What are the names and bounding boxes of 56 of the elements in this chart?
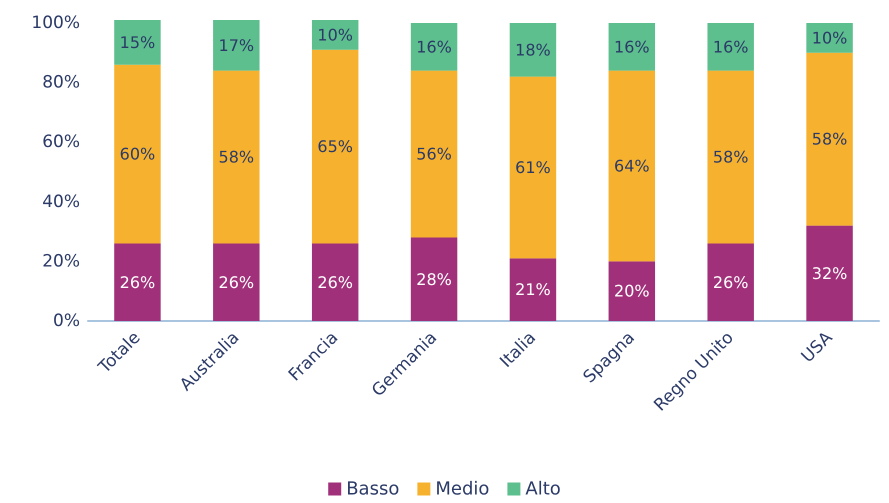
y-tick-label: 0% — [53, 311, 80, 331]
bar — [707, 70, 754, 244]
legend-label: Basso — [346, 478, 400, 500]
data-label: 10% — [812, 28, 848, 48]
legend-label: Alto — [525, 478, 561, 500]
data-label: 56% — [416, 144, 452, 164]
bar — [608, 70, 656, 262]
data-label: 21% — [515, 280, 551, 300]
bar — [707, 244, 754, 321]
y-tick-label: 60% — [42, 132, 80, 152]
x-tick-label: USA — [798, 328, 837, 367]
bar — [510, 258, 556, 321]
data-label: 26% — [120, 272, 156, 292]
data-label: 18% — [515, 40, 551, 60]
data-label: 16% — [416, 37, 452, 56]
data-label: 26% — [317, 272, 353, 292]
bar — [312, 244, 358, 321]
bar — [806, 226, 853, 321]
bar — [410, 70, 458, 238]
data-label: 10% — [317, 25, 353, 44]
bar — [312, 50, 358, 244]
data-label: 28% — [416, 270, 452, 289]
data-label: 15% — [120, 32, 156, 52]
bar — [213, 70, 260, 244]
data-label: 60% — [120, 144, 156, 164]
bar — [213, 244, 260, 321]
legend-label: Medio — [435, 478, 490, 500]
data-label: 58% — [812, 130, 848, 149]
data-label: 20% — [614, 282, 650, 301]
data-label: 61% — [515, 158, 551, 178]
data-label: 64% — [614, 156, 650, 176]
data-label: 17% — [218, 36, 254, 55]
bar — [410, 238, 458, 321]
data-label: 16% — [614, 37, 650, 56]
bar — [114, 20, 161, 65]
data-label: 26% — [712, 272, 748, 292]
data-label: 58% — [712, 148, 748, 167]
data-label: 32% — [812, 264, 848, 283]
bar — [410, 22, 458, 71]
y-tick-label: 80% — [42, 72, 80, 93]
bar — [608, 261, 656, 321]
data-label: 16% — [712, 37, 748, 56]
bar — [608, 22, 656, 71]
bar — [510, 22, 556, 77]
data-label: 58% — [218, 148, 254, 167]
bar — [114, 244, 161, 321]
bar — [114, 64, 161, 244]
bar — [510, 76, 556, 258]
data-label: 65% — [317, 137, 353, 156]
data-label: 26% — [218, 272, 254, 292]
bar — [707, 22, 754, 71]
y-tick-label: 20% — [42, 251, 80, 272]
y-tick-label: 100% — [31, 12, 80, 33]
y-tick-label: 40% — [42, 192, 80, 212]
bar — [806, 52, 853, 226]
bar — [213, 20, 260, 71]
